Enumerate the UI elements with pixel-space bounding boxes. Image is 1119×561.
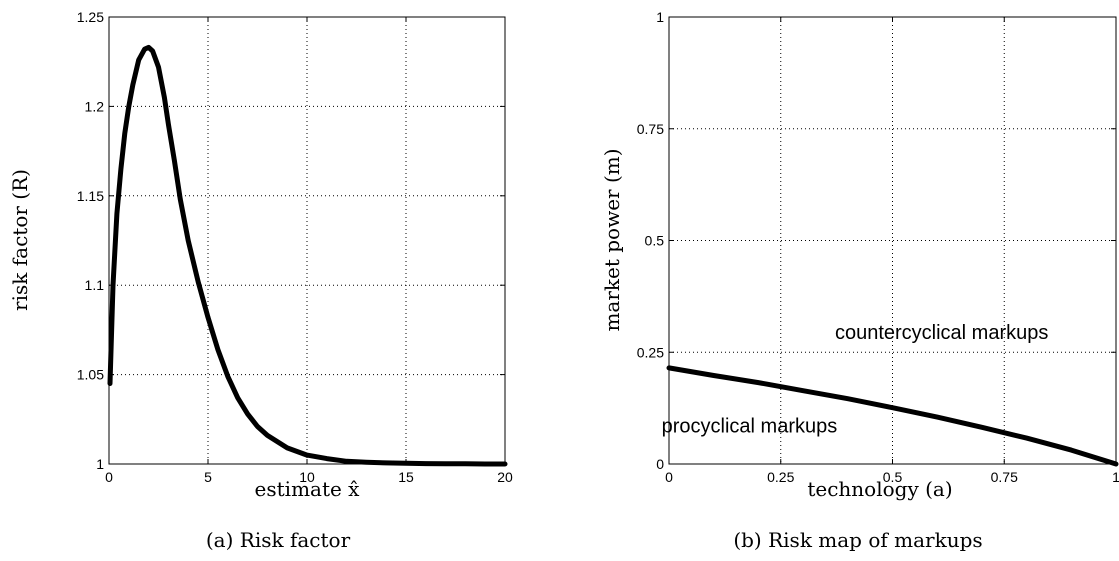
y-tick-label-b: 0.75 — [637, 121, 664, 137]
y-axis-label-b: market power (m) — [600, 148, 624, 331]
annotation-procyclical: procyclical markups — [662, 416, 838, 438]
ticks-b: 0 0.25 0.5 0.75 1 0 0.25 0.5 0.75 1 — [637, 9, 1119, 485]
series-line-a — [107, 44, 508, 467]
y-tick-label-b: 0.25 — [637, 344, 664, 360]
x-tick-label-a: 0 — [105, 469, 113, 485]
ticks-a: 0 5 10 15 20 1 1.05 1.1 1.15 1.2 1.25 — [77, 9, 513, 485]
x-tick-label-b: 1 — [1112, 469, 1119, 485]
y-tick-label-a: 1.05 — [77, 367, 104, 383]
series-b — [666, 365, 1119, 467]
series-line-b — [666, 365, 1119, 467]
x-tick-label-b: 0.5 — [883, 469, 903, 485]
x-tick-label-b: 0.25 — [767, 469, 794, 485]
x-tick-label-a: 15 — [398, 469, 414, 485]
grid-a — [109, 17, 505, 464]
y-tick-label-a: 1 — [96, 456, 104, 472]
y-tick-label-a: 1.2 — [85, 98, 105, 114]
plot-frame-b — [668, 16, 1117, 465]
panel-risk-map: 0 0.25 0.5 0.75 1 0 0.25 0.5 0.75 1 countercyclic… — [600, 9, 1119, 552]
caption-a: (a) Risk factor — [206, 528, 351, 552]
grid-b — [669, 17, 1116, 464]
caption-b: (b) Risk map of markups — [733, 528, 982, 552]
annotation-countercyclical: countercyclical markups — [835, 322, 1048, 344]
series-a — [107, 44, 508, 467]
x-tick-label-a: 5 — [204, 469, 212, 485]
y-tick-label-a: 1.1 — [85, 277, 105, 293]
plot-frame-a — [108, 16, 506, 465]
y-tick-label-a: 1.25 — [77, 9, 104, 25]
x-tick-label-b: 0.75 — [991, 469, 1018, 485]
x-axis-label-b: technology (a) — [807, 477, 952, 501]
y-axis-label-a: risk factor (R) — [8, 169, 32, 311]
x-tick-label-a: 10 — [299, 469, 315, 485]
x-tick-label-b: 0 — [665, 469, 673, 485]
x-axis-label-a: estimate x̂ — [255, 477, 361, 501]
y-tick-label-b: 0.5 — [645, 233, 665, 249]
y-tick-label-b: 1 — [656, 9, 664, 25]
x-tick-label-a: 20 — [497, 469, 513, 485]
y-tick-label-a: 1.15 — [77, 188, 104, 204]
y-tick-label-b: 0 — [656, 456, 664, 472]
